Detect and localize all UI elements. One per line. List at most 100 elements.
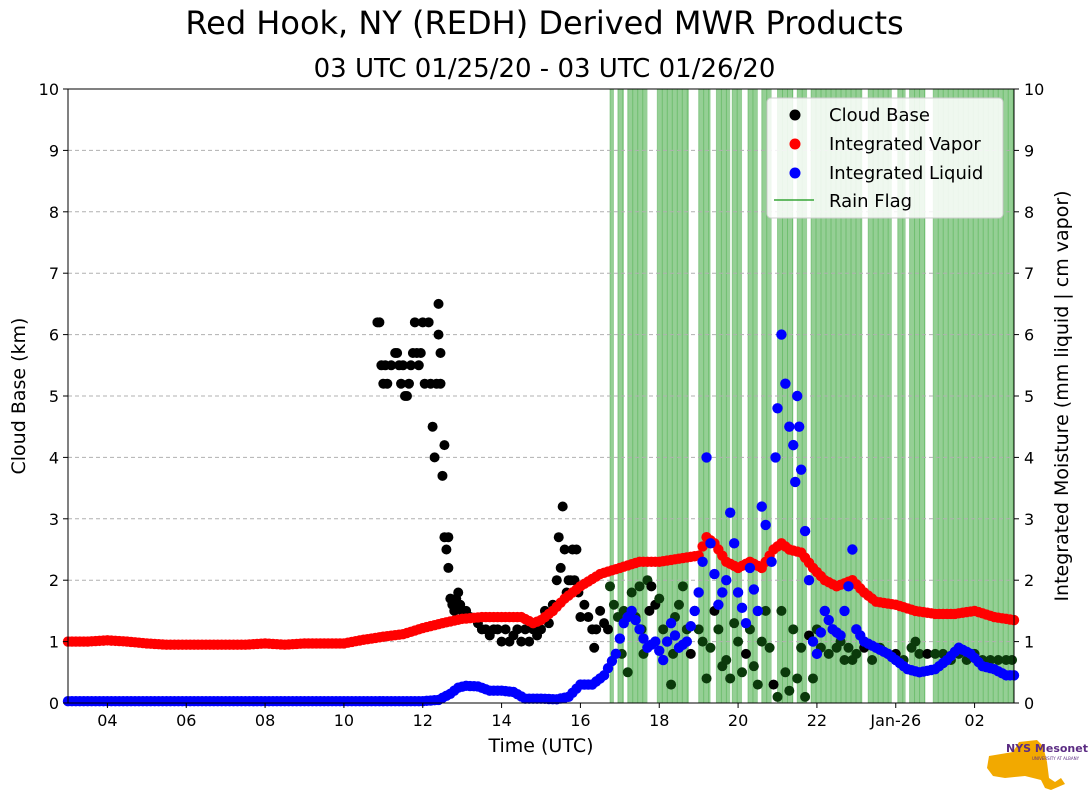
cloud-base-point bbox=[398, 360, 409, 371]
rain-flag-band bbox=[868, 89, 892, 703]
liquid-point bbox=[756, 501, 767, 512]
x-axis-label: Time (UTC) bbox=[487, 735, 593, 757]
liquid-point bbox=[665, 617, 677, 629]
liquid-point bbox=[803, 575, 815, 586]
x-tick-label: 02 bbox=[964, 711, 984, 730]
liquid-point bbox=[839, 605, 850, 617]
cloud-base-point bbox=[867, 655, 878, 666]
cloud-base-point bbox=[725, 673, 736, 684]
cloud-base-point bbox=[721, 655, 732, 666]
cloud-base-point bbox=[604, 581, 615, 592]
liquid-point bbox=[819, 605, 830, 617]
cloud-base-point bbox=[910, 636, 921, 647]
cloud-base-point bbox=[748, 661, 759, 672]
liquid-point bbox=[713, 599, 724, 610]
x-tick-label: Jan-26 bbox=[869, 711, 921, 730]
y-tick-label: 7 bbox=[49, 264, 59, 283]
cloud-base-point bbox=[374, 317, 385, 328]
x-tick-label: 16 bbox=[570, 711, 590, 730]
y-tick-label-right: 2 bbox=[1024, 571, 1034, 590]
x-tick-label: 12 bbox=[413, 711, 433, 730]
liquid-point bbox=[752, 605, 763, 617]
cloud-base-point bbox=[595, 605, 606, 616]
cloud-base-point bbox=[796, 642, 807, 653]
liquid-point bbox=[776, 329, 787, 340]
liquid-point bbox=[669, 630, 681, 641]
y-tick-label: 6 bbox=[49, 326, 59, 345]
y-tick-label: 2 bbox=[49, 571, 59, 590]
grid-layer bbox=[68, 149, 1014, 643]
legend-label-liquid: Integrated Liquid bbox=[829, 163, 983, 184]
cloud-base-point bbox=[839, 655, 850, 666]
cloud-base-point bbox=[392, 348, 403, 359]
cloud-base-point bbox=[603, 624, 614, 635]
cloud-base-point bbox=[729, 618, 740, 629]
cloud-base-point bbox=[386, 360, 397, 371]
cloud-base-point bbox=[843, 642, 854, 653]
liquid-point bbox=[697, 556, 708, 567]
cloud-base-point bbox=[693, 624, 704, 635]
x-tick-label: 22 bbox=[807, 711, 827, 730]
rain-flag-band bbox=[761, 89, 772, 703]
cloud-base-point bbox=[405, 360, 416, 371]
cloud-base-point bbox=[441, 544, 452, 555]
liquid-point bbox=[807, 636, 819, 647]
liquid-point bbox=[847, 544, 858, 555]
liquid-point bbox=[766, 556, 777, 567]
liquid-point bbox=[610, 648, 622, 660]
liquid-point bbox=[725, 507, 736, 518]
y-axis-label-right: Integrated Moisture (mm liquid | cm vapo… bbox=[1051, 190, 1073, 601]
cloud-base-point bbox=[413, 360, 424, 371]
y-tick-label: 3 bbox=[49, 510, 59, 529]
cloud-base-point bbox=[553, 532, 564, 543]
cloud-base-point bbox=[496, 636, 507, 647]
cloud-base-point bbox=[433, 329, 444, 340]
x-tick-label: 06 bbox=[176, 711, 196, 730]
cloud-base-point bbox=[654, 593, 665, 604]
cloud-base-point bbox=[800, 691, 811, 702]
cloud-base-point bbox=[772, 691, 783, 702]
cloud-base-point bbox=[500, 624, 511, 635]
legend-marker-vapor bbox=[789, 138, 801, 150]
vapor-point bbox=[697, 541, 708, 552]
liquid-point bbox=[732, 587, 744, 598]
logo-subtext: UNIVERSITY AT ALBANY bbox=[1032, 756, 1080, 761]
y-tick-label-right: 6 bbox=[1024, 326, 1034, 345]
cloud-base-point bbox=[713, 624, 724, 635]
liquid-point bbox=[650, 636, 661, 647]
cloud-base-point bbox=[737, 667, 748, 678]
cloud-base-point bbox=[382, 378, 393, 389]
cloud-base-point bbox=[788, 624, 799, 635]
cloud-base-point bbox=[685, 648, 696, 659]
y-tick-label: 4 bbox=[49, 448, 59, 467]
legend-label-rain-flag: Rain Flag bbox=[829, 191, 912, 212]
x-tick-label: 08 bbox=[255, 711, 275, 730]
cloud-base-point bbox=[516, 636, 527, 647]
liquid-point bbox=[780, 378, 791, 389]
chart-title: Red Hook, NY (REDH) Derived MWR Products bbox=[185, 4, 904, 42]
cloud-base-point bbox=[705, 642, 716, 653]
liquid-point bbox=[634, 624, 645, 635]
cloud-base-point bbox=[591, 624, 602, 635]
points-layer bbox=[62, 298, 1020, 707]
cloud-base-point bbox=[435, 378, 446, 389]
liquid-point bbox=[693, 587, 704, 598]
legend-marker-cloud-base bbox=[789, 109, 801, 121]
cloud-base-point bbox=[437, 470, 448, 481]
cloud-base-point bbox=[922, 648, 933, 659]
cloud-base-point bbox=[396, 378, 407, 389]
liquid-point bbox=[701, 452, 712, 463]
y-tick-label-right: 9 bbox=[1024, 141, 1034, 160]
legend-label-cloud-base: Cloud Base bbox=[829, 105, 930, 126]
cloud-base-point bbox=[439, 440, 450, 451]
cloud-base-point bbox=[646, 581, 657, 592]
cloud-base-point bbox=[401, 391, 412, 401]
cloud-base-point bbox=[555, 562, 566, 573]
cloud-base-point bbox=[589, 642, 600, 653]
cloud-base-point bbox=[433, 298, 444, 309]
liquid-point bbox=[717, 587, 728, 598]
cloud-base-point bbox=[823, 648, 834, 659]
liquid-point bbox=[661, 636, 673, 647]
y-tick-label-right: 5 bbox=[1024, 387, 1034, 406]
